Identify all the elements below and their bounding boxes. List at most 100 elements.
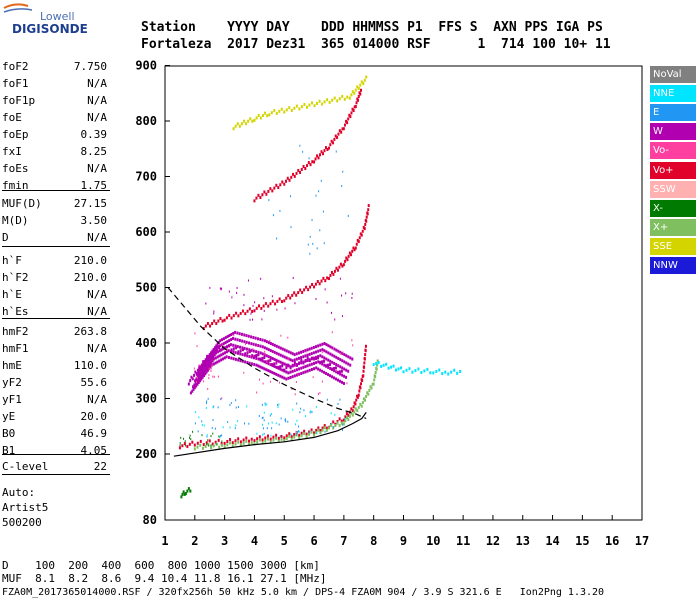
echo-speckle <box>249 318 251 321</box>
echo-point <box>259 344 262 348</box>
echo-point <box>280 437 283 441</box>
echo-point <box>337 356 340 360</box>
echo-speckle <box>316 247 318 250</box>
echo-point <box>332 420 335 424</box>
echo-point <box>362 82 365 86</box>
footer-distance-row: D 100 200 400 600 800 1000 1500 3000 [km… <box>2 559 320 572</box>
echo-point <box>353 91 356 95</box>
echo-speckle <box>316 431 318 434</box>
echo-speckle <box>208 374 210 377</box>
echo-speckle <box>324 288 326 291</box>
param-value: 210.0 <box>73 254 107 267</box>
echo-speckle <box>227 421 229 424</box>
echo-point <box>337 378 340 382</box>
echo-speckle <box>243 293 245 296</box>
divider-2 <box>2 246 110 247</box>
echo-point <box>205 363 208 367</box>
echo-point <box>198 366 201 370</box>
echo-point <box>303 102 306 106</box>
echo-point <box>426 367 429 371</box>
param-label: fxI <box>2 145 22 158</box>
echo-point <box>189 391 192 395</box>
echo-speckle <box>221 397 223 400</box>
echo-point <box>303 429 306 433</box>
echo-point <box>263 339 266 343</box>
echo-point <box>194 379 197 383</box>
echo-speckle <box>194 422 196 425</box>
echo-speckle <box>290 226 292 229</box>
param-label: hmF1 <box>2 342 29 355</box>
echo-point <box>331 375 334 379</box>
echo-point <box>330 139 333 143</box>
echo-point <box>291 363 294 367</box>
echo-speckle <box>207 397 209 400</box>
echo-point <box>203 367 206 371</box>
echo-point <box>236 331 239 335</box>
echo-speckle <box>259 378 261 381</box>
echo-speckle <box>319 229 321 232</box>
echo-speckle <box>284 419 286 422</box>
echo-point <box>272 435 275 439</box>
x-tick-label: 12 <box>486 534 500 548</box>
echo-speckle <box>309 431 311 434</box>
echo-point <box>212 354 215 358</box>
header-labels: Station YYYY DAY DDD HHMMSS P1 FFS S AXN… <box>141 20 603 35</box>
echo-point <box>290 435 293 439</box>
echo-point <box>293 174 296 178</box>
echo-point <box>207 354 210 358</box>
echo-point <box>229 343 232 347</box>
echo-point <box>357 406 360 410</box>
echo-point <box>313 285 316 289</box>
echo-speckle <box>209 286 211 289</box>
echo-speckle <box>242 334 244 337</box>
echo-point <box>287 363 290 367</box>
echo-point <box>307 288 310 292</box>
echo-point <box>321 102 324 106</box>
echo-point <box>310 352 313 356</box>
echo-point <box>245 340 248 344</box>
echo-point <box>361 401 364 405</box>
echo-point <box>334 366 337 370</box>
echo-point <box>220 443 223 447</box>
echo-point <box>261 438 264 442</box>
echo-point <box>347 413 350 417</box>
echo-point <box>209 358 212 362</box>
echo-point <box>196 368 199 372</box>
echo-point <box>220 353 223 357</box>
echo-point <box>277 345 280 349</box>
param-label: D <box>2 231 9 244</box>
echo-point <box>265 368 268 372</box>
echo-point <box>273 350 276 354</box>
echo-speckle <box>294 368 296 371</box>
echo-point <box>290 175 293 179</box>
echo-point <box>352 405 355 409</box>
echo-speckle <box>210 367 212 370</box>
echo-speckle <box>212 432 214 435</box>
echo-point <box>313 104 316 108</box>
echo-point <box>228 344 231 348</box>
echo-speckle <box>285 420 287 423</box>
echo-point <box>251 354 254 358</box>
echo-point <box>345 368 348 372</box>
echo-point <box>291 369 294 373</box>
echo-speckle <box>331 422 333 425</box>
echo-point <box>248 307 251 311</box>
echo-point <box>181 492 184 496</box>
echo-point <box>242 438 245 442</box>
echo-point <box>234 330 237 334</box>
echo-point <box>280 107 283 111</box>
echo-speckle <box>268 199 270 202</box>
echo-speckle <box>264 404 266 407</box>
echo-point <box>246 361 249 365</box>
echo-point <box>327 373 330 377</box>
echo-point <box>322 276 325 280</box>
echo-point <box>308 359 311 363</box>
echo-point <box>325 357 328 361</box>
echo-point <box>291 352 294 356</box>
echo-point <box>217 438 220 442</box>
echo-point <box>277 186 280 190</box>
echo-speckle <box>341 185 343 188</box>
echo-point <box>333 376 336 380</box>
echo-point <box>216 360 219 364</box>
echo-point <box>343 360 346 364</box>
